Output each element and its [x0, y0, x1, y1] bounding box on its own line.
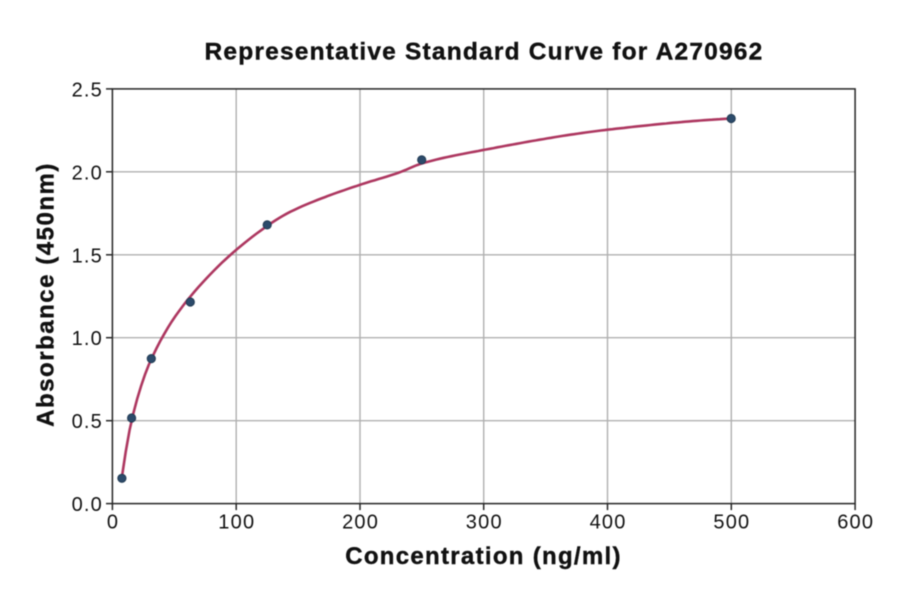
svg-text:0.0: 0.0 [72, 494, 103, 516]
svg-text:1.0: 1.0 [72, 328, 103, 350]
svg-text:2.0: 2.0 [72, 162, 103, 184]
svg-text:0: 0 [107, 512, 119, 534]
svg-text:Absorbance (450nm): Absorbance (450nm) [33, 162, 60, 427]
svg-text:500: 500 [713, 512, 750, 534]
svg-text:Representative Standard Curve: Representative Standard Curve for A27096… [205, 39, 764, 66]
svg-text:0.5: 0.5 [72, 411, 103, 433]
svg-text:Concentration (ng/ml): Concentration (ng/ml) [345, 543, 622, 570]
svg-text:300: 300 [466, 512, 503, 534]
svg-text:400: 400 [590, 512, 627, 534]
svg-text:100: 100 [218, 512, 255, 534]
svg-text:600: 600 [837, 512, 874, 534]
svg-text:2.5: 2.5 [72, 79, 103, 101]
svg-text:1.5: 1.5 [72, 245, 103, 267]
svg-text:200: 200 [342, 512, 379, 534]
